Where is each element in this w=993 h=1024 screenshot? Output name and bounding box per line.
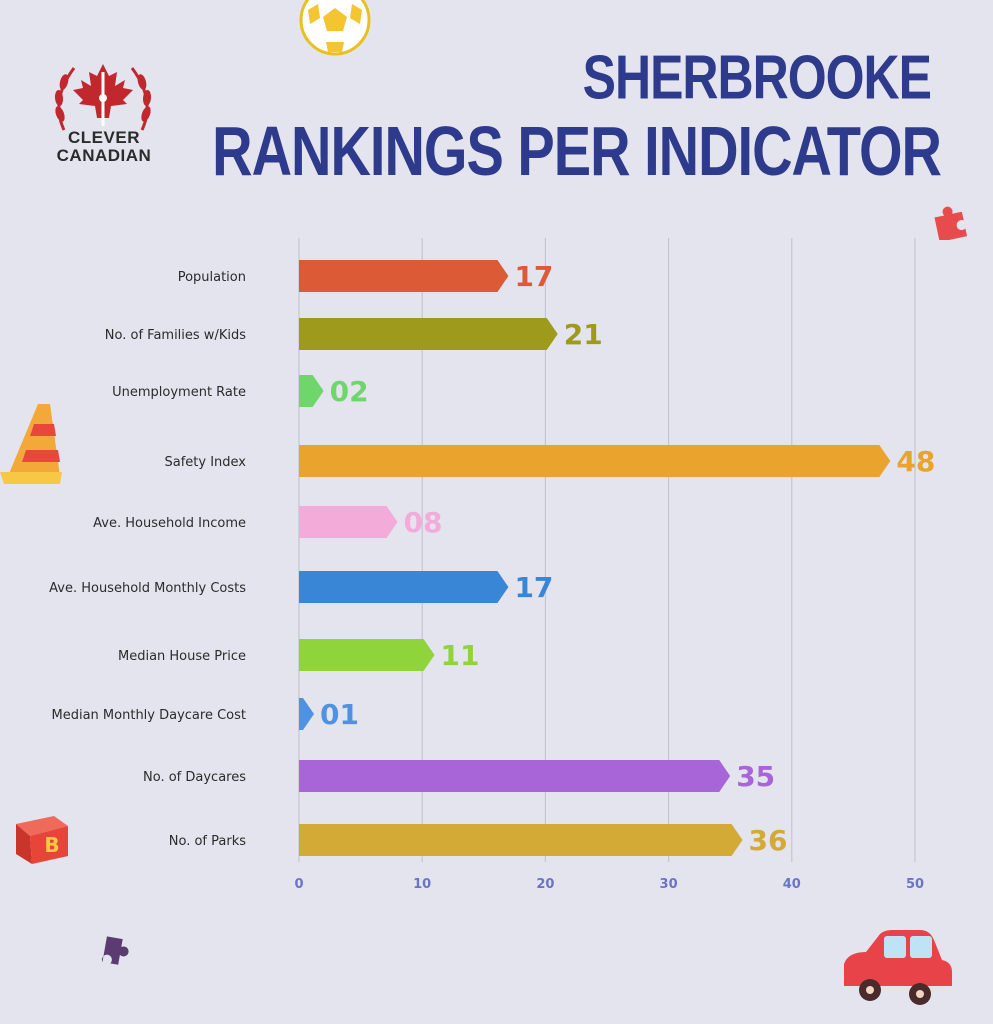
traffic-cone-icon	[0, 404, 62, 484]
category-label: No. of Parks	[169, 834, 246, 849]
data-label: 36	[749, 824, 788, 857]
x-tick-label: 30	[660, 877, 678, 892]
data-label: 17	[514, 571, 553, 604]
x-tick-label: 10	[413, 877, 431, 892]
logo-text-line1: CLEVER	[68, 128, 140, 147]
puzzle-piece-icon	[934, 206, 968, 240]
data-label: 21	[564, 318, 603, 351]
bar	[299, 445, 891, 477]
data-label: 11	[441, 639, 480, 672]
category-label: Median Monthly Daycare Cost	[52, 708, 246, 723]
page-title-line2: RANKINGS PER INDICATOR	[212, 111, 942, 190]
bar	[299, 698, 314, 730]
bar	[299, 375, 324, 407]
data-label: 17	[514, 260, 553, 293]
toy-block-icon: B	[16, 816, 68, 864]
data-label: 35	[736, 760, 775, 793]
soccer-ball-icon	[299, 0, 371, 56]
logo-text-line2: CANADIAN	[56, 146, 152, 165]
data-label: 48	[896, 445, 935, 478]
bar	[299, 824, 743, 856]
bar	[299, 760, 731, 792]
toy-car-icon	[844, 930, 952, 1005]
category-label: Ave. Household Income	[93, 516, 246, 531]
category-label: Population	[178, 270, 246, 285]
data-label: 01	[320, 698, 359, 731]
x-tick-label: 50	[906, 877, 924, 892]
x-tick-label: 40	[783, 877, 801, 892]
svg-text:B: B	[44, 833, 59, 857]
category-label: No. of Daycares	[143, 770, 246, 785]
puzzle-piece-icon	[101, 936, 129, 965]
bar	[299, 318, 558, 350]
category-label: Safety Index	[164, 455, 246, 470]
category-label: Ave. Household Monthly Costs	[49, 581, 246, 596]
category-label: Unemployment Rate	[112, 385, 246, 400]
page-title-line1: SHERBROOKE	[582, 42, 932, 112]
maple-leaf-tower-laurel-icon	[54, 64, 152, 131]
bar	[299, 506, 398, 538]
data-label: 02	[330, 375, 369, 408]
data-label: 08	[404, 506, 443, 539]
x-tick-label: 20	[536, 877, 554, 892]
x-tick-label: 0	[294, 877, 303, 892]
category-label: No. of Families w/Kids	[105, 328, 246, 343]
bar	[299, 571, 509, 603]
bar	[299, 639, 435, 671]
category-label: Median House Price	[118, 649, 246, 664]
bar	[299, 260, 509, 292]
